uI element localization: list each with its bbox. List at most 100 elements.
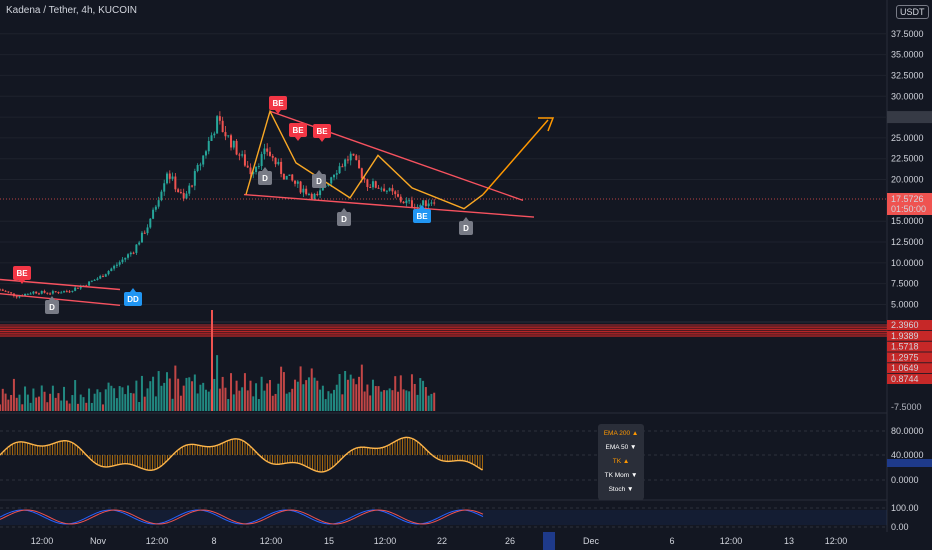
volume-bar — [319, 389, 322, 411]
stoch-k-segment — [221, 517, 226, 520]
stoch-k-segment — [257, 517, 262, 521]
osc-line-segment — [182, 444, 186, 448]
candle-body — [383, 188, 386, 192]
volume-bar — [360, 364, 363, 411]
volume-bar — [188, 377, 191, 411]
candle-body — [7, 291, 10, 293]
volume-bar — [310, 368, 313, 411]
candle-body — [377, 187, 380, 189]
symbol-title[interactable]: Kadena / Tether, 4h, KUCOIN — [6, 5, 138, 16]
stoch-d-segment — [191, 510, 196, 513]
osc-highlight — [887, 459, 932, 467]
osc-line-segment — [422, 445, 426, 449]
candle-body — [74, 287, 77, 291]
stoch-k-segment — [404, 520, 409, 523]
volume-bar — [202, 382, 205, 411]
legend-ema200: EMA 200 ▲ — [603, 430, 639, 437]
osc-line-segment — [24, 441, 28, 444]
stoch-d-segment — [350, 517, 355, 521]
candle-body — [216, 116, 219, 134]
stoch-d-segment — [305, 513, 310, 516]
stoch-d-segment — [32, 510, 37, 512]
osc-line-segment — [297, 462, 301, 465]
stoch-k-segment — [428, 520, 433, 523]
stoch-d-segment — [233, 520, 238, 523]
stoch-d-segment — [356, 514, 361, 518]
stoch-d-segment — [122, 510, 127, 513]
time-tick-label: Nov — [90, 536, 107, 546]
candle-body — [241, 154, 244, 156]
volume-bar — [63, 386, 66, 411]
stoch-k-segment — [473, 512, 478, 515]
candle-body — [46, 292, 49, 294]
stoch-k-segment — [161, 521, 166, 524]
candle-body — [346, 159, 349, 161]
stoch-k-segment — [254, 519, 259, 522]
stoch-d-segment — [218, 513, 223, 517]
osc-line-segment — [74, 443, 78, 447]
currency-button[interactable]: USDT — [896, 5, 929, 19]
candle-body — [316, 193, 319, 196]
stoch-k-segment — [383, 511, 388, 514]
stoch-k-segment — [212, 513, 217, 516]
stoch-k-segment — [5, 512, 10, 515]
stoch-k-segment — [230, 521, 235, 524]
candle-body — [252, 171, 255, 175]
osc-line-segment — [132, 464, 136, 467]
volume-bar — [302, 384, 305, 411]
stoch-k-segment — [56, 522, 61, 524]
volume-bar — [397, 391, 400, 411]
osc-line-segment — [262, 457, 266, 461]
volume-bar — [132, 393, 135, 411]
time-tick-label: 12:00 — [720, 536, 743, 546]
stoch-k-segment — [2, 513, 7, 516]
candle-body — [388, 188, 391, 191]
osc-line-segment — [417, 441, 421, 445]
stoch-d-segment — [404, 518, 409, 521]
volume-bar — [391, 390, 394, 411]
volume-bar — [369, 395, 372, 411]
osc-line-segment — [114, 464, 118, 467]
candle-body — [160, 191, 163, 201]
volume-bar — [333, 389, 335, 411]
osc-line-segment — [402, 436, 406, 439]
osc-line-segment — [247, 443, 251, 447]
svg-text:D: D — [463, 224, 469, 233]
stoch-k-segment — [215, 514, 220, 517]
osc-line-segment — [409, 437, 413, 440]
volume-bar — [399, 375, 402, 411]
volume-bar — [99, 392, 102, 411]
stoch-d-segment — [92, 515, 97, 518]
candle-body — [157, 200, 160, 207]
candle-body — [218, 116, 221, 121]
time-tick-label: 12:00 — [31, 536, 54, 546]
stoch-k-segment — [290, 509, 295, 512]
candle-body — [196, 165, 199, 172]
candle-body — [29, 293, 32, 295]
candle-body — [10, 292, 13, 294]
stoch-d-segment — [260, 518, 265, 522]
stoch-d-segment — [239, 522, 244, 525]
stoch-d-segment — [455, 510, 460, 513]
stoch-d-segment — [269, 514, 274, 517]
stoch-k-segment — [227, 520, 232, 523]
stoch-k-segment — [278, 509, 283, 512]
stoch-k-segment — [296, 511, 301, 514]
volume-bar — [355, 384, 358, 411]
candle-body — [221, 120, 224, 133]
time-tick-label: 13 — [784, 536, 794, 546]
volume-bar — [335, 384, 338, 411]
stoch-d-segment — [185, 512, 190, 515]
stoch-k-segment — [443, 513, 448, 516]
osc-line-segment — [67, 440, 71, 443]
time-tick-label: 12:00 — [146, 536, 169, 546]
stoch-d-segment — [413, 522, 418, 524]
osc-line-segment — [7, 445, 11, 449]
level-tag-label: 0.8744 — [891, 374, 919, 384]
stoch-k-segment — [38, 514, 43, 517]
candle-body — [15, 296, 18, 298]
osc-line-segment — [324, 469, 328, 473]
volume-bar — [35, 397, 38, 411]
candle-body — [433, 202, 436, 204]
